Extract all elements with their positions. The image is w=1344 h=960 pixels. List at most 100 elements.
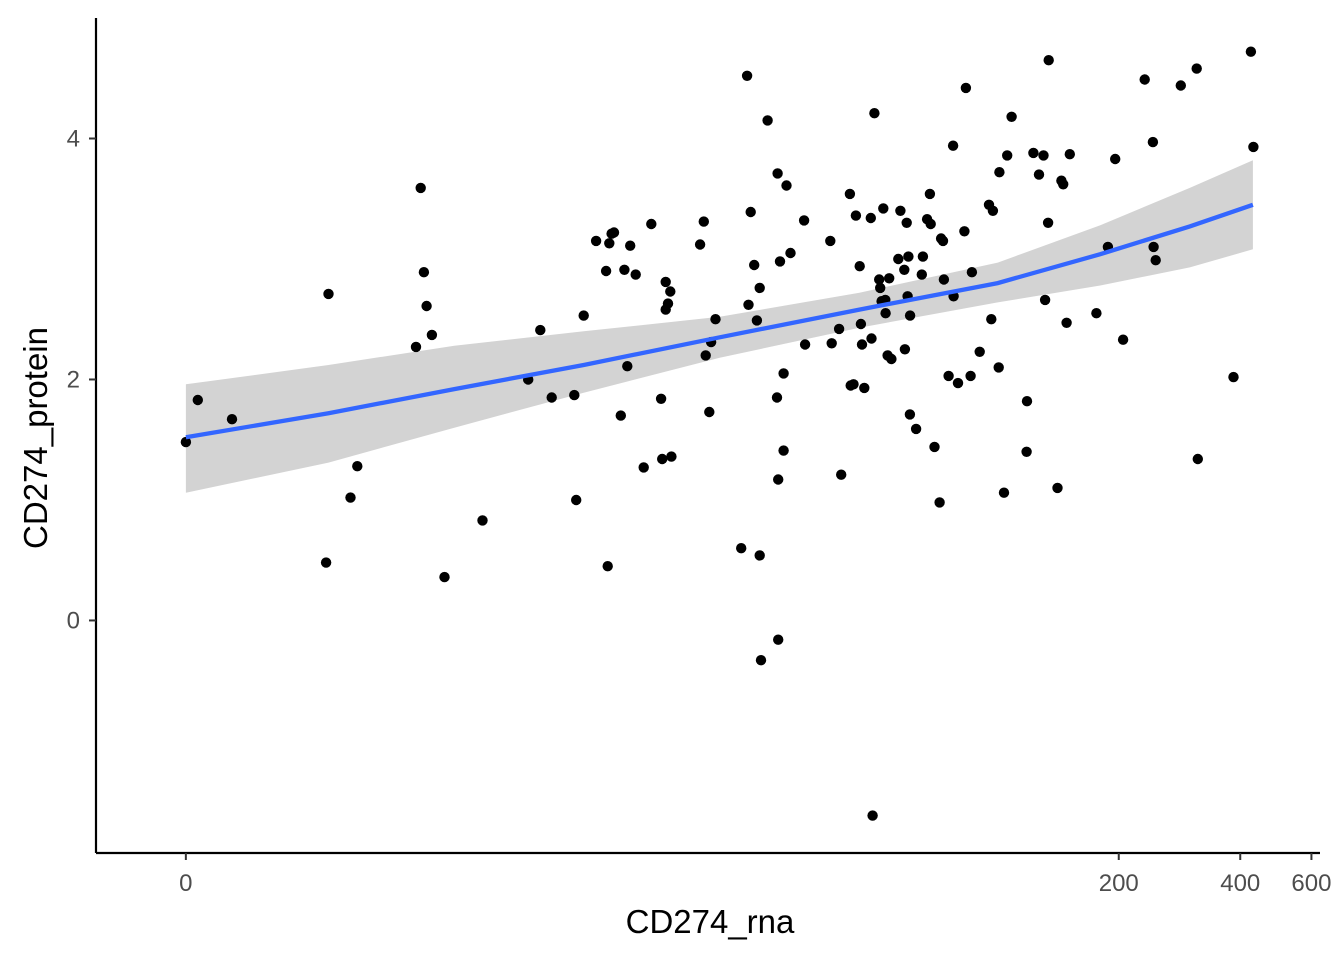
data-point bbox=[410, 341, 422, 353]
data-point bbox=[754, 282, 765, 294]
data-point bbox=[710, 314, 721, 325]
data-point bbox=[546, 392, 557, 403]
data-point bbox=[439, 571, 450, 583]
data-point bbox=[904, 409, 916, 420]
data-points-layer bbox=[180, 46, 1259, 821]
data-point bbox=[1058, 179, 1069, 190]
data-point bbox=[848, 379, 859, 390]
data-point bbox=[590, 235, 602, 247]
data-point bbox=[974, 346, 985, 357]
data-point bbox=[743, 299, 754, 310]
data-point bbox=[904, 310, 916, 321]
data-point bbox=[1061, 317, 1072, 328]
data-point bbox=[477, 515, 488, 526]
data-point bbox=[666, 451, 677, 462]
data-point bbox=[1033, 169, 1045, 180]
data-point bbox=[771, 392, 783, 403]
data-point bbox=[866, 333, 877, 344]
data-point bbox=[875, 282, 886, 294]
data-point bbox=[625, 240, 636, 251]
x-tick-label: 600 bbox=[1291, 870, 1331, 897]
data-point bbox=[895, 205, 906, 216]
data-point bbox=[798, 215, 810, 226]
data-point bbox=[1175, 80, 1187, 91]
data-point bbox=[893, 253, 904, 265]
data-point bbox=[1148, 241, 1159, 253]
data-point bbox=[778, 368, 789, 379]
data-point bbox=[778, 445, 789, 456]
data-point bbox=[418, 267, 430, 278]
y-tick-label: 4 bbox=[67, 125, 80, 152]
y-tick-label: 2 bbox=[67, 366, 80, 393]
data-point bbox=[630, 269, 641, 280]
data-point bbox=[1043, 55, 1054, 66]
data-point bbox=[694, 239, 706, 250]
data-point bbox=[774, 256, 786, 267]
data-point bbox=[874, 274, 885, 285]
y-axis-title: CD274_protein bbox=[17, 327, 54, 549]
data-point bbox=[781, 180, 792, 191]
data-point bbox=[1110, 153, 1121, 165]
data-point bbox=[880, 308, 891, 319]
data-point bbox=[1038, 150, 1049, 161]
data-point bbox=[899, 264, 910, 275]
data-point bbox=[1139, 74, 1150, 85]
data-point bbox=[698, 216, 709, 227]
data-point bbox=[917, 251, 929, 262]
data-point bbox=[986, 314, 997, 325]
data-point bbox=[910, 423, 922, 435]
data-point bbox=[938, 274, 950, 285]
data-point bbox=[947, 140, 959, 151]
data-point bbox=[934, 497, 945, 508]
fit-line-layer bbox=[185, 202, 1254, 440]
data-point bbox=[844, 188, 856, 200]
data-point bbox=[825, 235, 836, 247]
data-point bbox=[993, 362, 1004, 373]
data-point bbox=[943, 370, 954, 382]
axes-layer bbox=[94, 18, 1320, 855]
data-point bbox=[192, 394, 203, 406]
data-point bbox=[901, 217, 912, 228]
confidence-band bbox=[185, 160, 1253, 493]
data-point bbox=[850, 210, 862, 221]
data-point bbox=[665, 286, 676, 297]
data-point bbox=[749, 259, 760, 271]
data-point bbox=[1039, 294, 1051, 306]
data-point bbox=[878, 203, 889, 214]
data-point bbox=[1228, 371, 1239, 383]
ticks-layer: 0 200 400 600 0 2 4 bbox=[67, 125, 1332, 897]
data-point bbox=[826, 338, 837, 349]
x-tick-label: 400 bbox=[1220, 870, 1260, 897]
data-point bbox=[755, 655, 767, 666]
data-point bbox=[736, 543, 747, 554]
data-point bbox=[960, 82, 972, 94]
data-point bbox=[924, 188, 936, 200]
data-point bbox=[859, 382, 870, 394]
data-point bbox=[657, 453, 668, 465]
data-point bbox=[704, 406, 715, 418]
data-point bbox=[622, 361, 633, 372]
data-point bbox=[754, 550, 765, 561]
x-tick-label: 0 bbox=[179, 870, 192, 897]
data-point bbox=[1248, 141, 1259, 153]
data-point bbox=[998, 487, 1010, 498]
data-point bbox=[785, 247, 796, 259]
data-point bbox=[535, 324, 546, 336]
data-point bbox=[323, 288, 334, 300]
data-point bbox=[741, 70, 753, 82]
data-point bbox=[345, 492, 356, 503]
data-point bbox=[994, 167, 1005, 178]
data-point bbox=[1150, 255, 1161, 266]
data-point bbox=[959, 226, 970, 237]
data-point bbox=[884, 273, 895, 284]
data-point bbox=[836, 469, 847, 480]
data-point bbox=[619, 264, 630, 275]
data-point bbox=[799, 339, 811, 350]
data-point bbox=[762, 115, 773, 126]
data-point bbox=[1147, 136, 1159, 148]
data-point bbox=[1028, 147, 1039, 159]
data-point bbox=[700, 350, 711, 361]
data-point bbox=[571, 494, 582, 506]
data-point bbox=[646, 218, 657, 230]
